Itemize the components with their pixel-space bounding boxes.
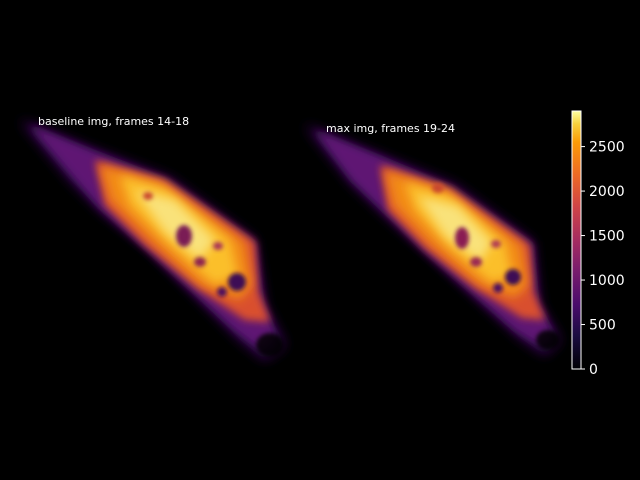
colorbar-tick-label: 2000	[589, 184, 625, 200]
colorbar-gradient	[571, 110, 582, 370]
left-image-panel: baseline img, frames 14-18	[20, 115, 285, 360]
right-panel-title: max img, frames 19-24	[326, 122, 455, 135]
colorbar: 0 500 1000 1500 2000 2500	[571, 110, 625, 378]
colorbar-tick-label: 2500	[589, 140, 625, 156]
left-cell-image	[20, 120, 285, 360]
left-panel-title: baseline img, frames 14-18	[38, 115, 189, 128]
colorbar-tick-label: 1500	[589, 229, 625, 245]
colorbar-ticks: 0 500 1000 1500 2000 2500	[581, 140, 625, 378]
colorbar-tick-label: 0	[589, 362, 598, 378]
colorbar-tick-label: 500	[589, 318, 616, 334]
right-image-panel: max img, frames 19-24	[305, 122, 560, 355]
colorbar-tick-label: 1000	[589, 273, 625, 289]
right-cell-image	[305, 125, 560, 355]
